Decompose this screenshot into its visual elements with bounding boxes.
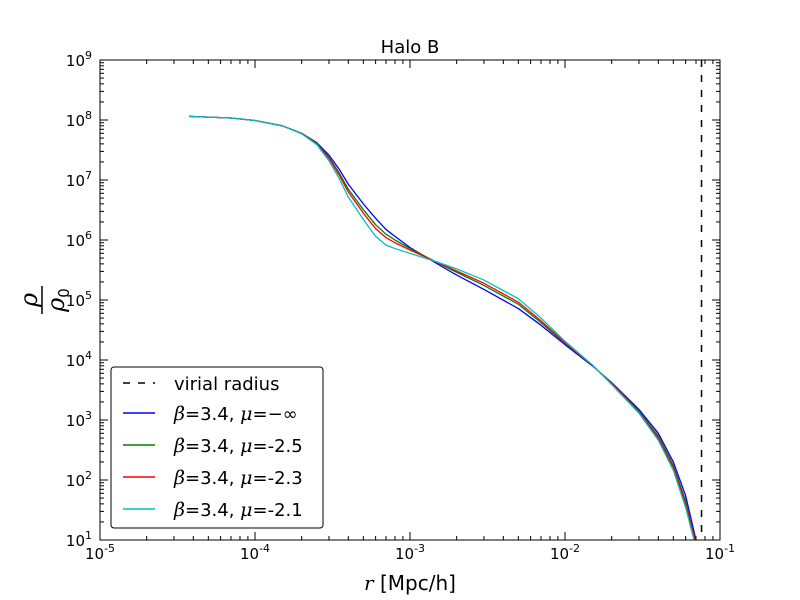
legend-label-series-1: β=3.4, μ=−∞ — [173, 403, 298, 425]
x-tick-label: 10-4 — [240, 542, 270, 563]
chart-title: Halo B — [381, 37, 440, 58]
x-tick-label: 10-2 — [550, 542, 580, 563]
x-tick-label: 10-5 — [85, 542, 115, 563]
y-axis-denominator-sub: 0 — [55, 288, 73, 298]
x-tick-labels: 10-5 10-4 10-3 10-2 10-1 — [85, 542, 735, 563]
legend-label-series-2: β=3.4, μ=-2.5 — [173, 435, 303, 457]
x-axis-label: r [Mpc/h] — [364, 571, 456, 595]
legend-label-series-3: β=3.4, μ=-2.3 — [173, 467, 303, 489]
y-axis-numerator: ρ — [15, 293, 43, 308]
legend: virial radius β=3.4, μ=−∞β=3.4, μ=-2.5β=… — [110, 366, 324, 529]
x-tick-label: 10-3 — [395, 542, 425, 563]
y-tick-labels: 101 102 103 104 105 106 107 108 109 — [66, 49, 92, 550]
legend-label-series-4: β=3.4, μ=-2.1 — [173, 499, 303, 521]
y-tick-label: 102 — [66, 469, 92, 490]
legend-series: β=3.4, μ=−∞ β=3.4, μ=-2.5 β=3.4, μ=-2.3 β=3… — [123, 403, 303, 521]
y-axis-denominator: ρ0 — [42, 288, 73, 313]
y-tick-label: 104 — [66, 349, 92, 370]
x-tick-label: 10-1 — [705, 542, 735, 563]
legend-box — [110, 366, 324, 529]
ticks-layer — [99, 59, 721, 541]
series-layer — [188, 115, 697, 540]
legend-label-virial-radius: virial radius — [174, 374, 279, 395]
y-tick-label: 108 — [66, 109, 92, 130]
y-axis-label: ρ ρ0 — [15, 286, 73, 314]
x-axis-unit: [Mpc/h] — [374, 571, 456, 595]
y-axis-denominator-symbol: ρ — [42, 298, 70, 313]
series-line-4 — [188, 115, 695, 540]
y-tick-label: 106 — [66, 229, 92, 250]
y-tick-label: 107 — [66, 169, 92, 190]
y-tick-label: 103 — [66, 409, 92, 430]
x-axis-symbol: r — [364, 571, 375, 595]
y-tick-label: 105 — [66, 289, 92, 310]
y-tick-label: 109 — [66, 49, 92, 70]
y-tick-label: 101 — [66, 529, 92, 550]
